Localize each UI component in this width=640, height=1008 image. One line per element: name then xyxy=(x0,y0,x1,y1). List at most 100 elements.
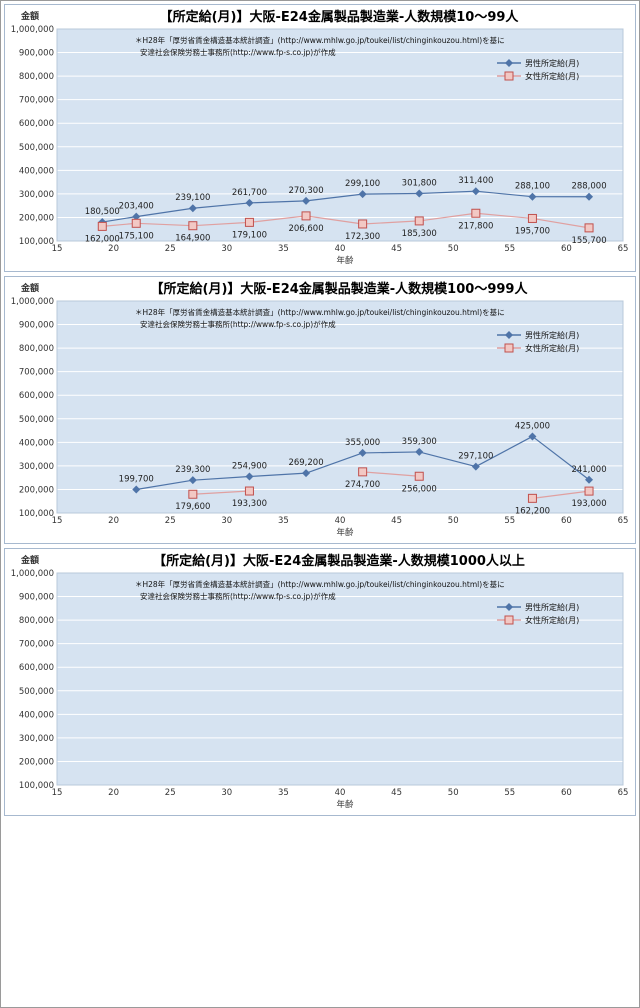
x-axis-label: 年齢 xyxy=(336,255,354,266)
series-line-segment xyxy=(362,471,420,477)
y-tick-label: 1,000,000 xyxy=(11,569,54,579)
chart-svg: 1,000,000 900,000 800,000 700,000 600,000 500… xyxy=(11,281,629,538)
y-tick-label: 1,000,000 xyxy=(11,25,54,35)
data-label-male: 241,000 xyxy=(571,465,606,475)
x-tick-label: 30 xyxy=(221,244,232,254)
x-tick-label: 50 xyxy=(448,244,459,254)
data-point-male xyxy=(188,204,197,213)
y-tick-label: 700,000 xyxy=(19,368,54,378)
y-tick-label: 300,000 xyxy=(19,190,54,200)
source-note-line2: 安達社会保険労務士事務所(http://www.fp-s.co.jp)が作成 xyxy=(140,47,336,57)
plot-area xyxy=(57,29,623,241)
data-label-female: 217,800 xyxy=(458,221,493,231)
series-line-segment xyxy=(102,222,137,227)
legend-marker-square xyxy=(504,615,514,625)
data-point-male xyxy=(415,447,424,456)
data-label-male: 311,400 xyxy=(458,176,493,186)
y-tick-label: 400,000 xyxy=(19,438,54,448)
y-tick-label: 800,000 xyxy=(19,616,54,626)
y-tick-label: 900,000 xyxy=(19,49,54,59)
chart-title: 【所定給(月)】大阪-E24金属製品製造業-人数規模10～99人 xyxy=(160,9,520,25)
legend-entry: 女性所定給(月) xyxy=(525,71,579,81)
data-point-male xyxy=(585,475,594,484)
series-line-segment xyxy=(249,472,307,478)
y-tick-label: 700,000 xyxy=(19,96,54,106)
x-tick-label: 20 xyxy=(108,788,119,798)
data-point-female xyxy=(414,471,424,481)
chart-svg: 1,000,000 900,000 800,000 700,000 600,000 500… xyxy=(11,9,629,266)
data-label-female: 179,100 xyxy=(232,230,267,240)
x-tick-label: 35 xyxy=(278,244,289,254)
data-label-female: 162,200 xyxy=(515,506,550,516)
x-axis-label: 年齢 xyxy=(336,799,354,810)
y-tick-label: 500,000 xyxy=(19,687,54,697)
x-tick-label: 25 xyxy=(165,788,176,798)
data-point-male xyxy=(132,212,141,221)
data-point-male xyxy=(302,196,311,205)
data-label-female: 155,700 xyxy=(571,236,606,246)
chart-panel-10-99: 1,000,000 900,000 800,000 700,000 600,000 500… xyxy=(4,4,636,272)
series-line-segment xyxy=(249,215,307,223)
x-tick-label: 45 xyxy=(391,788,402,798)
y-tick-label: 500,000 xyxy=(19,415,54,425)
series-line-segment xyxy=(192,475,250,481)
y-tick-label: 700,000 xyxy=(19,640,54,650)
y-axis-label: 金額 xyxy=(20,282,39,294)
data-label-female: 175,100 xyxy=(119,231,154,241)
data-label-male: 299,100 xyxy=(345,179,380,189)
series-line-segment xyxy=(532,435,590,481)
data-point-male xyxy=(245,472,254,481)
data-label-male: 269,200 xyxy=(288,458,323,468)
plot-frame xyxy=(56,300,624,514)
plot-area xyxy=(57,301,623,513)
plot-frame xyxy=(56,572,624,786)
y-tick-label: 900,000 xyxy=(19,593,54,603)
x-tick-label: 20 xyxy=(108,244,119,254)
data-point-male xyxy=(471,462,480,471)
data-point-female xyxy=(244,217,254,227)
x-tick-label: 30 xyxy=(221,516,232,526)
series-line-segment xyxy=(102,216,137,223)
x-tick-label: 40 xyxy=(335,788,346,798)
series-line-segment xyxy=(305,452,363,474)
y-tick-label: 100,000 xyxy=(19,509,54,519)
legend-marker-diamond xyxy=(505,331,513,339)
data-point-female xyxy=(584,223,594,233)
data-label-male: 288,000 xyxy=(571,182,606,192)
x-tick-label: 65 xyxy=(618,244,629,254)
data-point-female xyxy=(527,493,537,503)
x-tick-label: 40 xyxy=(335,244,346,254)
data-point-male xyxy=(528,192,537,201)
data-point-female xyxy=(131,218,141,228)
chart-title: 【所定給(月)】大阪-E24金属製品製造業-人数規模1000人以上 xyxy=(153,553,525,569)
data-label-female: 256,000 xyxy=(402,484,437,494)
data-label-female: 164,900 xyxy=(175,234,210,244)
data-point-female xyxy=(527,213,537,223)
data-point-female xyxy=(301,211,311,221)
data-label-female: 274,700 xyxy=(345,480,380,490)
data-label-male: 359,300 xyxy=(402,437,437,447)
y-tick-label: 200,000 xyxy=(19,485,54,495)
data-point-female xyxy=(414,216,424,226)
series-line-segment xyxy=(136,207,193,218)
x-tick-label: 45 xyxy=(391,516,402,526)
x-tick-label: 40 xyxy=(335,516,346,526)
y-axis-label: 金額 xyxy=(20,10,39,22)
chart-svg: 1,000,000 900,000 800,000 700,000 600,000 500… xyxy=(11,553,629,810)
data-label-female: 179,600 xyxy=(175,502,210,512)
x-tick-label: 50 xyxy=(448,788,459,798)
data-point-female xyxy=(97,221,107,231)
data-label-female: 195,700 xyxy=(515,226,550,236)
source-note-line1: ＊H28年「厚労省賃金構造基本統計調査」(http://www.mhlw.go.… xyxy=(135,579,505,589)
data-point-male xyxy=(132,485,141,494)
y-tick-label: 300,000 xyxy=(19,462,54,472)
legend-marker-square xyxy=(504,71,514,81)
series-line-segment xyxy=(419,190,476,195)
data-label-male: 270,300 xyxy=(288,186,323,196)
x-axis-label: 年齢 xyxy=(336,527,354,538)
y-tick-label: 200,000 xyxy=(19,757,54,767)
data-label-female: 185,300 xyxy=(402,229,437,239)
series-line-segment xyxy=(192,202,250,209)
x-tick-label: 65 xyxy=(618,516,629,526)
data-point-female xyxy=(358,467,368,477)
